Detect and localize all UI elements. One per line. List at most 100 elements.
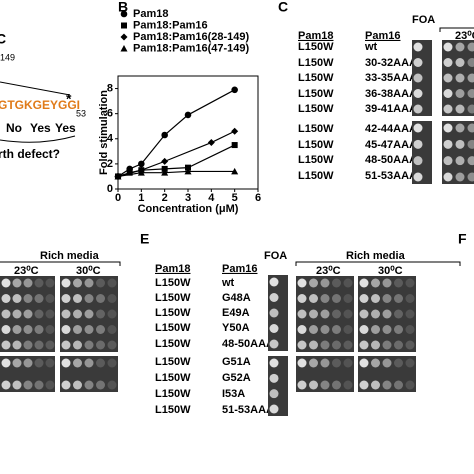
colony-spot [443,156,453,166]
colony-spot [45,340,55,350]
temp-label: 23⁰C [316,265,341,277]
legend-marker [120,45,128,52]
colony-spot [413,139,423,149]
y-tick-label: 8 [107,82,113,94]
colony-spot [443,73,453,83]
colony-spot [455,58,465,67]
colony-spot [34,358,44,368]
strain-pam16: 45-47AAA [365,139,417,151]
colony-spot [320,325,330,334]
colony-spot [34,325,44,334]
colony-spot [343,340,353,350]
colony-spot [467,104,474,114]
panel-label: F [458,231,467,247]
strain-pam18: L150W [298,154,334,166]
data-point [161,157,169,165]
colony-spot [96,278,105,288]
colony-spot [12,294,22,303]
colony-spot [332,358,341,368]
colony-spot [23,325,33,334]
y-tick-label: 4 [107,133,114,145]
strain-pam16: 36-38AAA [365,88,417,100]
strain-pam18: L150W [155,307,191,319]
x-tick-label: 0 [115,192,121,204]
colony-spot [1,325,11,334]
strain-pam16: I53A [222,388,245,400]
colony-spot [467,172,474,182]
colony-spot [443,42,453,52]
colony-spot [332,294,341,303]
colony-spot [371,278,380,288]
colony-spot [45,278,55,288]
colony-spot [320,294,330,303]
strain-pam16: E49A [222,307,250,319]
colony-spot [455,104,465,114]
colony-spot [1,358,11,368]
data-point [126,169,133,176]
colony-spot [455,123,465,133]
colony-spot [343,358,353,368]
colony-spot [413,172,423,182]
strain-pam16: 42-44AAA [365,123,417,135]
colony-spot [107,380,117,390]
legend-label: Pam18:Pam16 [133,19,208,31]
colony-spot [405,325,415,334]
strain-pam18: L150W [155,338,191,350]
colony-spot [382,278,392,288]
colony-spot [84,340,94,350]
colony-spot [371,294,380,303]
colony-spot [413,73,423,83]
colony-spot [405,358,415,368]
colony-spot [107,358,117,368]
colony-spot [61,278,71,288]
panel-label: C [0,31,6,47]
colony-spot [332,325,341,334]
x-tick-label: 5 [232,192,238,204]
colony-spot [45,380,55,390]
colony-spot [61,358,71,368]
colony-spot [73,340,82,350]
colony-spot [309,380,318,390]
colony-spot [405,340,415,350]
colony-spot [12,325,22,334]
colony-spot [359,340,369,350]
colony-spot [455,73,465,83]
header: Pam16 [365,30,400,42]
colony-spot [84,309,94,319]
colony-spot [394,325,403,334]
colony-spot [413,156,423,166]
colony-spot [359,325,369,334]
strain-pam18: L150W [155,322,191,334]
colony-spot [84,358,94,368]
colony-spot [297,340,307,350]
strain-pam16: G48A [222,292,251,304]
data-point [161,165,168,172]
colony-spot [12,358,22,368]
strain-pam18: L150W [298,57,334,69]
strain-pam16: 51-53AAA [365,170,417,182]
bracket [439,27,474,32]
colony-spot [297,278,307,288]
colony-spot [467,139,474,149]
strain-pam18: L150W [298,139,334,151]
star: * [66,91,72,107]
colony-spot [467,58,474,67]
y-axis-label: Fold stimulation [98,90,110,175]
colony-spot [45,325,55,334]
chart: 0 1 2 3 4 5 6 0 2 4 6 8 Concentration (μM) Fold stimu… [98,8,261,215]
colony-spot [269,277,279,287]
colony-spot [359,358,369,368]
legend-marker [121,22,127,29]
colony-spot [1,309,11,319]
colony-spot [84,380,94,390]
colony-spot [343,278,353,288]
answer: Yes [30,121,51,135]
sequence: GTGKGEYGGI [0,98,80,112]
colony-spot [309,340,318,350]
colony-spot [382,294,392,303]
colony-spot [73,325,82,334]
colony-spot [61,340,71,350]
colony-spot [297,358,307,368]
colony-spot [61,309,71,319]
